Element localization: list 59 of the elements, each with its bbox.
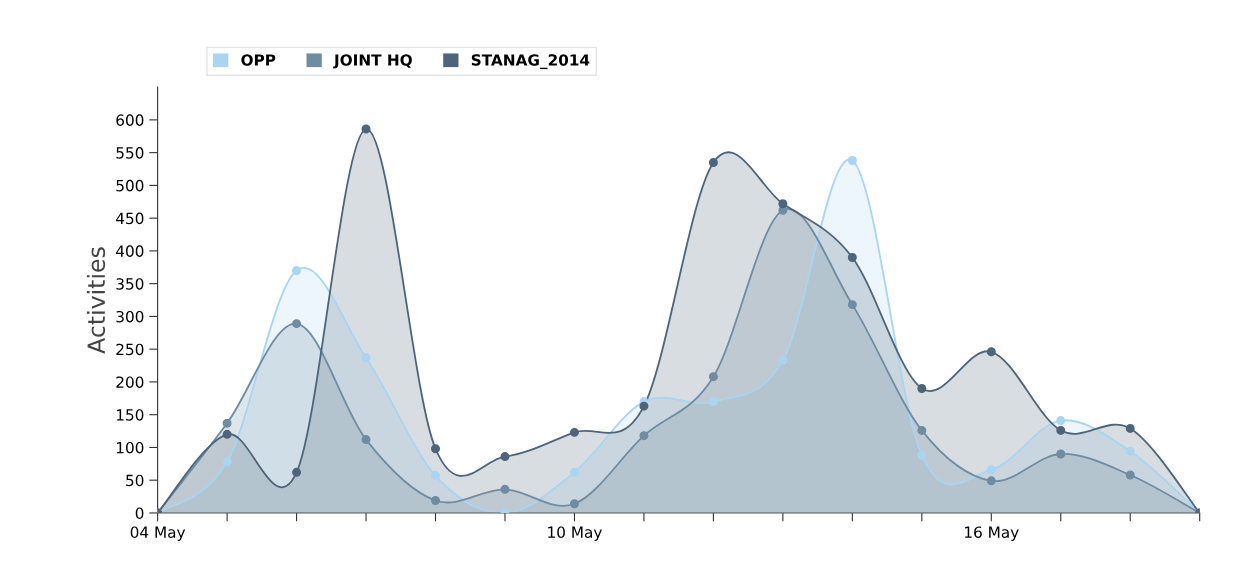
point (986, 347, 996, 357)
point (361, 124, 371, 134)
point (986, 465, 996, 475)
y-tick-label: 450 (116, 212, 144, 225)
point (917, 383, 927, 393)
point (847, 252, 857, 262)
point (986, 476, 996, 486)
point (361, 435, 371, 445)
legend-label: OPP (241, 54, 276, 66)
point (222, 457, 232, 467)
point (569, 427, 579, 437)
y-axis-title: Activities (86, 247, 106, 354)
point (708, 372, 718, 382)
point (292, 319, 302, 329)
y-tick-label: 0 (135, 507, 144, 519)
point (292, 266, 302, 276)
point (222, 429, 232, 439)
x-tick-label: 16 May (965, 526, 1019, 541)
point (847, 156, 857, 165)
x-tick-label: 04 May (130, 526, 186, 541)
y-tick-label: 300 (116, 310, 144, 323)
y-tick-label: 400 (116, 245, 144, 257)
point (847, 300, 857, 310)
point (431, 444, 441, 454)
point (500, 452, 510, 462)
y-tick-label: 500 (116, 179, 144, 192)
point (1125, 470, 1135, 480)
point (431, 471, 441, 481)
y-tick-label: 150 (116, 409, 144, 421)
point (639, 401, 649, 411)
legend-label: STANAG_2014 (471, 54, 590, 70)
y-tick-label: 600 (116, 114, 144, 126)
point (778, 199, 788, 209)
point (569, 467, 579, 477)
y-tick-label: 50 (126, 474, 144, 487)
y-tick-label: 350 (116, 278, 144, 290)
y-tick-label: 250 (116, 343, 144, 356)
legend-label: JOINT HQ (333, 54, 412, 69)
x-tick-label: 10 May (548, 526, 602, 541)
point (222, 418, 232, 428)
point (1056, 425, 1066, 435)
point (639, 431, 649, 441)
y-tick-label: 200 (116, 376, 144, 388)
point (569, 499, 579, 509)
point (708, 397, 718, 407)
point (1125, 423, 1135, 433)
y-tick-label: 550 (116, 147, 144, 159)
point (1056, 416, 1066, 426)
point (1125, 446, 1135, 456)
point (917, 425, 927, 435)
point (361, 353, 371, 363)
point (778, 355, 788, 365)
point (431, 496, 441, 506)
y-tick-label: 100 (116, 441, 144, 454)
point (917, 450, 927, 460)
point (708, 157, 718, 167)
point (500, 484, 510, 494)
point (292, 467, 302, 477)
point (1056, 449, 1066, 459)
